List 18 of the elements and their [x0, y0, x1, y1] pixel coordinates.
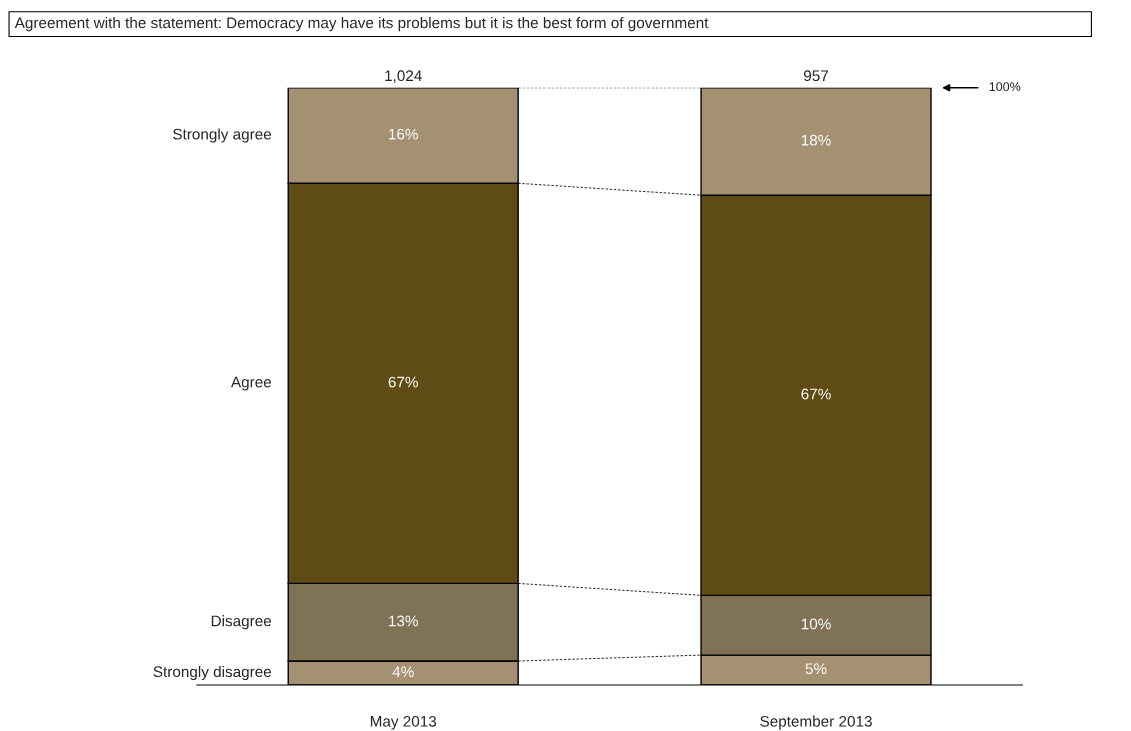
series-label: Disagree	[211, 615, 272, 630]
annotation: 100%	[989, 82, 1021, 92]
data-label: 10%	[801, 618, 831, 630]
series-label: Agree	[230, 376, 272, 391]
data-label: 4%	[392, 666, 414, 678]
x-tick-label: September 2013	[760, 715, 872, 730]
data-label: 18%	[801, 134, 831, 146]
annotation: 957	[803, 70, 828, 82]
chart-title: Agreement with the statement: Democracy may have its problems but it is the best form of government	[14, 17, 709, 32]
data-label: 16%	[389, 128, 418, 140]
data-label: 67%	[388, 376, 418, 388]
data-label: 5%	[805, 663, 827, 675]
data-label: 67%	[801, 388, 831, 400]
series-label: Strongly agree	[173, 128, 272, 143]
x-tick-label: May 2013	[370, 715, 437, 730]
data-label: 13%	[389, 615, 418, 627]
series-label: Strongly disagree	[153, 665, 272, 681]
annotation: 1,024	[385, 70, 422, 83]
